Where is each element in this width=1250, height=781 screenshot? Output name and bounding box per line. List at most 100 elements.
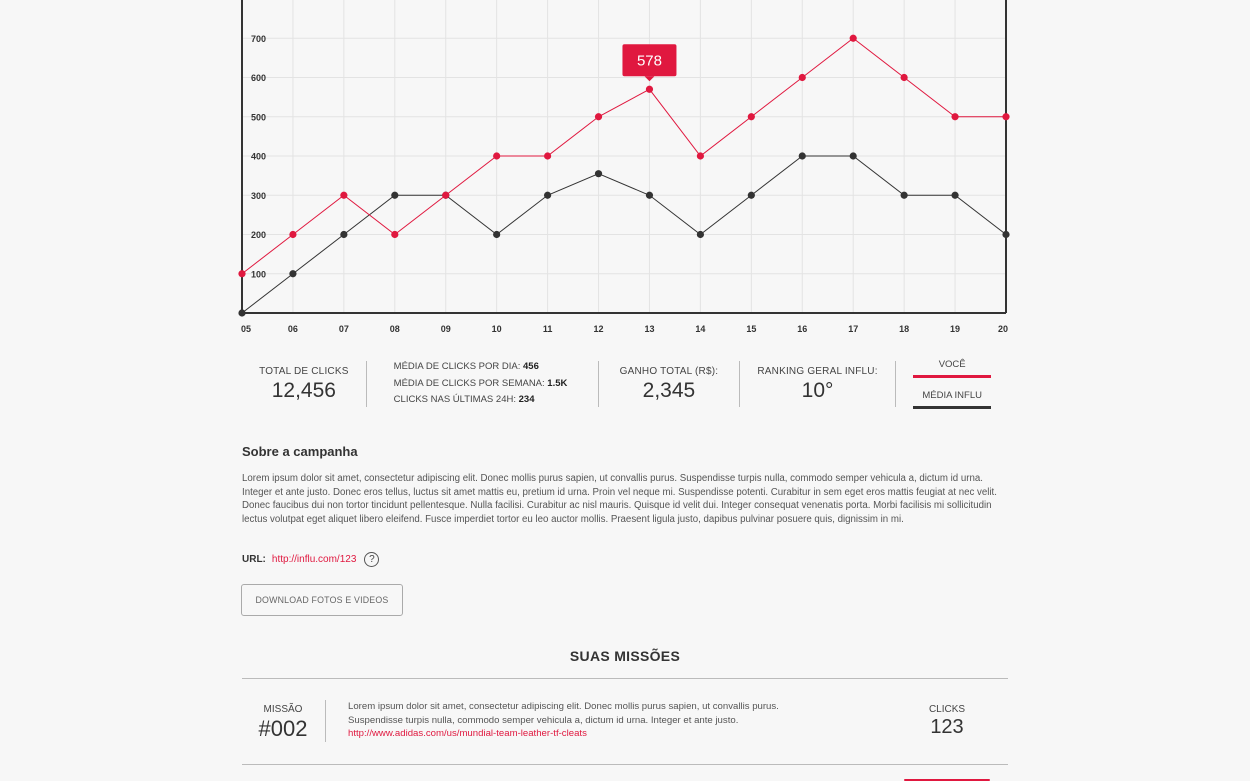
- data-point: [951, 191, 959, 199]
- data-point: [747, 113, 755, 121]
- ranking-value: 10°: [801, 378, 834, 402]
- mission-row: MISSÃO #002 Lorem ipsum dolor sit amet, …: [242, 690, 1008, 750]
- data-point: [289, 270, 297, 278]
- x-tick-label: 17: [848, 324, 858, 334]
- y-tick-label: 300: [251, 191, 266, 201]
- chart-axes: [241, 0, 1007, 314]
- x-tick-label: 16: [797, 324, 807, 334]
- mission-link[interactable]: http://www.adidas.com/us/mundial-team-le…: [348, 728, 587, 740]
- chart-legend: VOCÊ MÉDIA INFLU: [896, 359, 1008, 409]
- last24-line: CLICKS NAS ÚLTIMAS 24H: 234: [393, 394, 535, 406]
- tooltip-pointer: [644, 76, 655, 82]
- mission-id: MISSÃO #002: [242, 704, 324, 742]
- total-clicks-stat: TOTAL DE CLICKS 12,456: [242, 366, 366, 403]
- about-campaign-title: Sobre a campanha: [242, 444, 358, 459]
- divider: [325, 700, 326, 742]
- data-point: [442, 191, 450, 199]
- x-axis-tick-labels: 05 06 07 08 09 10 11 12 13 14 15 16 17 18 19 20: [241, 324, 1008, 334]
- total-clicks-label: TOTAL DE CLICKS: [259, 365, 349, 377]
- x-tick-label: 11: [543, 324, 553, 334]
- data-point: [798, 152, 806, 160]
- data-point: [544, 191, 552, 199]
- mission-description-text: Lorem ipsum dolor sit amet, consectetur …: [348, 701, 779, 726]
- data-point: [798, 73, 806, 82]
- ranking-label: RANKING GERAL INFLU:: [757, 365, 878, 377]
- data-point: [849, 34, 857, 42]
- data-point: [391, 191, 399, 199]
- avg-week-line: MÉDIA DE CLICKS POR SEMANA: 1.5K: [393, 377, 568, 389]
- y-tick-label: 600: [251, 73, 266, 83]
- ranking-stat: RANKING GERAL INFLU: 10°: [740, 366, 896, 403]
- data-point: [493, 152, 501, 160]
- x-tick-label: 19: [950, 324, 960, 334]
- divider: [738, 361, 740, 407]
- clicks-line-chart: 100 200 300 400 500 600 700 05 06 07 08 09 10 11 12 13…: [238, 0, 1010, 334]
- data-point: [696, 152, 705, 160]
- data-point: [1002, 113, 1010, 121]
- mission-description: Lorem ipsum dolor sit amet, consectetur …: [348, 700, 818, 741]
- x-tick-label: 14: [695, 324, 705, 334]
- campaign-url-link[interactable]: http://influ.com/123: [271, 554, 357, 565]
- data-point: [544, 152, 552, 160]
- y-tick-label: 200: [251, 230, 266, 240]
- avg-day-line: MÉDIA DE CLICKS POR DIA: 456: [393, 361, 539, 373]
- x-tick-label: 13: [644, 324, 654, 334]
- divider: [365, 361, 367, 407]
- divider: [598, 361, 600, 407]
- divider: [895, 361, 897, 407]
- url-label: URL:: [242, 554, 266, 565]
- total-clicks-value: 12,456: [271, 378, 336, 402]
- data-point: [493, 230, 501, 239]
- legend-item-you[interactable]: VOCÊ: [896, 359, 1008, 378]
- chart-tooltip: 578: [622, 44, 677, 82]
- question-mark-icon[interactable]: ?: [364, 552, 380, 567]
- tooltip-value: 578: [637, 52, 662, 69]
- data-point: [900, 73, 908, 82]
- legend-you-swatch: [913, 375, 992, 378]
- data-point: [900, 191, 908, 199]
- stats-bar: TOTAL DE CLICKS 12,456 MÉDIA DE CLICKS P…: [242, 358, 1008, 410]
- data-point: [594, 170, 603, 178]
- x-tick-label: 20: [998, 324, 1008, 334]
- x-tick-label: 18: [899, 324, 909, 334]
- missions-title: SUAS MISSÕES: [569, 648, 681, 664]
- data-point: [849, 152, 857, 160]
- averages-stat: MÉDIA DE CLICKS POR DIA: 456 MÉDIA DE CL…: [367, 359, 598, 409]
- campaign-url-row: URL: http://influ.com/123 ?: [242, 552, 380, 567]
- y-tick-label: 700: [251, 34, 266, 44]
- data-point: [391, 230, 399, 239]
- x-tick-label: 09: [441, 324, 451, 334]
- total-gain-label: GANHO TOTAL (R$):: [619, 365, 719, 377]
- data-point: [1002, 230, 1010, 239]
- x-tick-label: 05: [241, 324, 251, 334]
- y-axis-tick-labels: 100 200 300 400 500 600 700: [251, 34, 266, 280]
- legend-item-average[interactable]: MÉDIA INFLU: [896, 390, 1008, 409]
- legend-average-swatch: [913, 406, 992, 409]
- x-tick-label: 15: [746, 324, 756, 334]
- data-point: [340, 230, 348, 239]
- y-tick-label: 400: [251, 152, 266, 162]
- data-point: [645, 85, 654, 93]
- download-photos-videos-button[interactable]: DOWNLOAD FOTOS E VIDEOS: [241, 584, 403, 616]
- data-point: [645, 191, 654, 199]
- data-point: [696, 230, 705, 239]
- legend-you-label: VOCÊ: [938, 359, 966, 370]
- data-point: [340, 191, 348, 199]
- mission-id-value: #002: [258, 716, 308, 741]
- x-tick-label: 12: [594, 324, 604, 334]
- y-tick-label: 500: [251, 112, 266, 122]
- about-campaign-body: Lorem ipsum dolor sit amet, consectetur …: [242, 473, 997, 525]
- x-tick-label: 08: [390, 324, 400, 334]
- total-gain-stat: GANHO TOTAL (R$): 2,345: [599, 366, 739, 403]
- data-point: [594, 113, 603, 121]
- data-point: [747, 191, 755, 199]
- x-tick-label: 10: [492, 324, 502, 334]
- y-tick-label: 100: [251, 269, 266, 279]
- data-point: [289, 230, 297, 239]
- data-point: [238, 309, 246, 317]
- x-tick-label: 07: [339, 324, 349, 334]
- chart-series: [238, 34, 1010, 317]
- next-row-button-edge[interactable]: [904, 779, 990, 781]
- legend-average-label: MÉDIA INFLU: [922, 390, 982, 401]
- tooltip-box: [622, 44, 677, 77]
